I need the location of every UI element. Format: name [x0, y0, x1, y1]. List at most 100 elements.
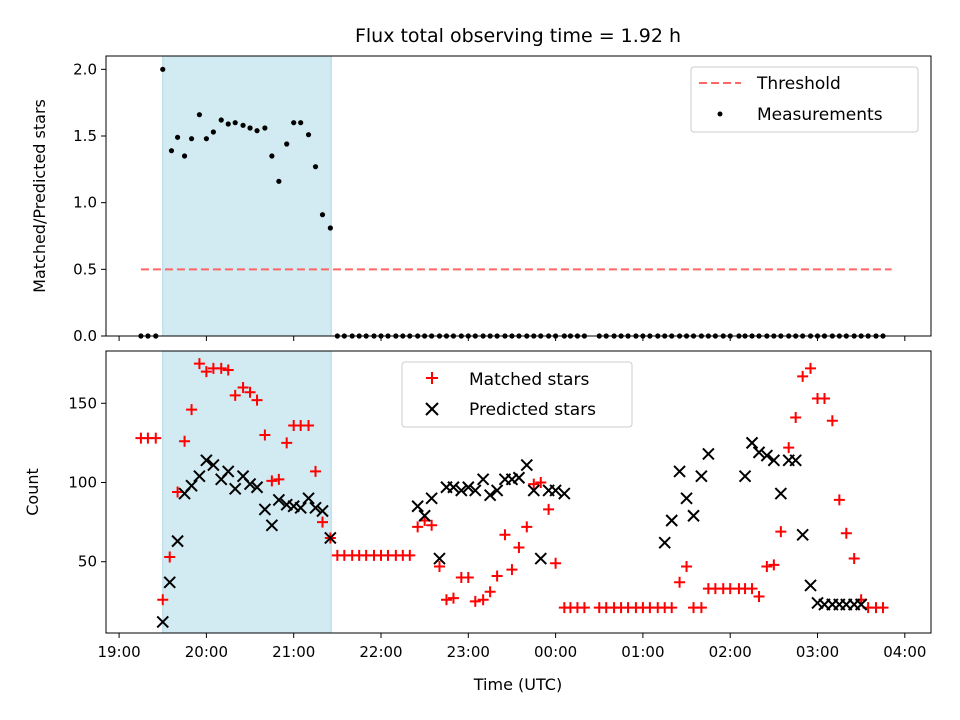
top-shade-rect	[162, 55, 332, 337]
predicted-star-marker	[490, 484, 504, 497]
measurement-point	[327, 225, 333, 231]
matched-star-marker	[229, 389, 241, 401]
measurement-point	[174, 134, 181, 140]
predicted-star-marker	[520, 458, 534, 472]
predicted-star-marker	[425, 492, 438, 505]
legend-measurements-swatch	[717, 111, 723, 117]
predicted-star-marker	[767, 454, 781, 467]
top-y-tick-label: 0.0	[73, 327, 97, 345]
bottom-panel: 50 100 150 19:00 20:00 21:00 22:00 23:00 00:00 0…	[23, 350, 932, 694]
predicted-stars-points	[156, 436, 868, 629]
predicted-star-marker	[680, 492, 693, 505]
bottom-x-tick-label: 20:00	[185, 643, 228, 661]
predicted-star-marker	[469, 484, 482, 497]
predicted-star-marker	[258, 503, 272, 516]
legend-threshold-label: Threshold	[756, 74, 841, 94]
predicted-star-marker	[462, 481, 475, 494]
measurement-point	[210, 129, 216, 135]
matched-star-marker	[259, 429, 271, 441]
predicted-star-marker	[804, 579, 817, 592]
top-y-ticks: 0.0 0.5 1.0 1.5 2.0	[73, 60, 106, 345]
matched-star-marker	[753, 591, 765, 603]
bottom-x-ticks: 19:00 20:00 21:00 22:00 23:00 00:00 01:00 02:00…	[97, 633, 926, 661]
matched-star-marker	[790, 412, 802, 424]
measurement-point	[196, 112, 203, 118]
predicted-star-marker	[272, 493, 286, 507]
matched-star-marker	[426, 519, 438, 531]
predicted-star-marker	[760, 449, 774, 462]
predicted-star-marker	[447, 481, 460, 494]
top-panel: 0.00.51.01.52.0 Matched/Predicted stars …	[30, 55, 932, 345]
matched-star-marker	[281, 437, 293, 449]
bottom-shade-rect	[162, 350, 332, 634]
predicted-star-marker	[476, 473, 490, 486]
matched-star-marker	[266, 475, 278, 487]
matched-star-marker	[826, 415, 838, 427]
bottom-x-tick-label: 00:00	[534, 643, 577, 661]
matched-star-marker	[215, 362, 227, 374]
matched-star-marker	[578, 602, 590, 614]
measurement-point	[319, 212, 326, 218]
matched-star-marker	[179, 435, 191, 447]
bottom-x-tick-label: 19:00	[97, 643, 140, 661]
legend-measurements-label: Measurements	[757, 105, 883, 125]
measurement-point	[232, 120, 238, 126]
matched-star-marker	[543, 503, 555, 515]
top-x-ticks	[118, 336, 906, 341]
matched-star-marker	[506, 564, 518, 576]
predicted-star-marker	[418, 509, 431, 522]
predicted-star-marker	[702, 447, 715, 461]
bottom-y-tick-label: 150	[68, 394, 97, 412]
predicted-star-marker	[774, 487, 788, 500]
top-legend: Threshold Measurements	[690, 66, 919, 133]
bottom-y-ticks: 50 100 150	[68, 394, 106, 571]
measurement-point	[188, 136, 195, 142]
predicted-star-marker	[250, 481, 264, 494]
predicted-star-marker	[854, 598, 868, 611]
predicted-star-marker	[207, 458, 220, 472]
predicted-star-marker	[687, 509, 700, 522]
predicted-star-marker	[411, 500, 424, 513]
bottom-legend: Matched stars Predicted stars	[401, 361, 633, 428]
matched-star-marker	[433, 560, 445, 572]
matched-star-marker	[200, 366, 212, 378]
bottom-shaded-region	[162, 350, 332, 634]
bottom-y-axis-label: Count	[23, 468, 42, 516]
measurement-point	[160, 66, 166, 72]
top-shaded-region	[162, 55, 332, 337]
bottom-x-tick-label: 01:00	[621, 643, 664, 661]
top-y-tick-label: 1.0	[73, 194, 97, 212]
legend-predicted-label: Predicted stars	[469, 400, 596, 420]
matched-star-marker	[775, 526, 787, 538]
top-y-tick-label: 0.5	[73, 260, 97, 278]
bottom-x-tick-label: 23:00	[447, 643, 490, 661]
predicted-star-marker	[658, 536, 671, 549]
predicted-star-marker	[324, 531, 337, 545]
predicted-star-marker	[752, 446, 766, 459]
bottom-legend-box	[401, 361, 633, 428]
matched-star-marker	[499, 529, 511, 541]
predicted-star-marker	[222, 465, 235, 478]
predicted-star-marker	[309, 501, 322, 515]
top-y-tick-label: 2.0	[73, 60, 97, 78]
measurement-point	[276, 178, 282, 184]
measurement-point	[247, 125, 253, 131]
predicted-star-marker	[527, 484, 540, 497]
measurement-point	[262, 125, 268, 131]
matched-star-marker	[186, 404, 198, 416]
measurement-point	[240, 122, 246, 128]
matched-star-marker	[746, 583, 758, 595]
predicted-star-marker	[265, 519, 279, 532]
predicted-star-marker	[171, 534, 184, 548]
matched-star-marker	[695, 602, 707, 614]
matched-star-marker	[477, 594, 489, 606]
matched-star-marker	[237, 381, 249, 393]
predicted-star-marker	[483, 488, 497, 502]
bottom-x-tick-label: 21:00	[272, 643, 315, 661]
matched-star-marker	[193, 358, 205, 370]
measurement-point	[269, 153, 275, 159]
matched-star-marker	[681, 560, 693, 572]
matched-star-marker	[310, 465, 322, 477]
matched-star-marker	[303, 419, 315, 431]
